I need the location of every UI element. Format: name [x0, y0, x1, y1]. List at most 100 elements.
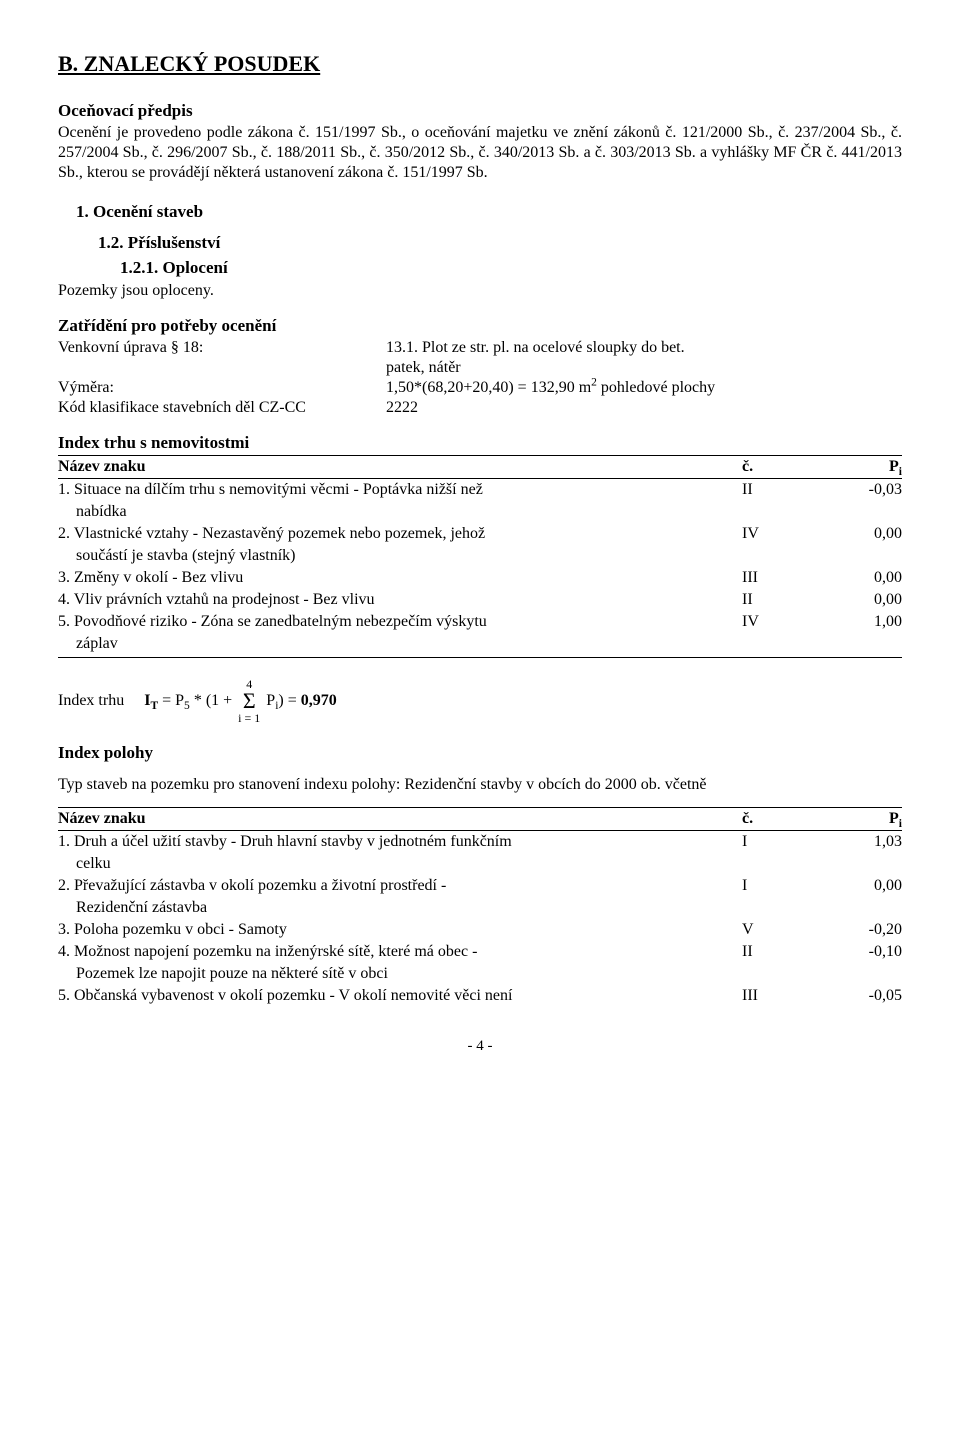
row-p: -0,20 — [822, 920, 902, 940]
table-row: 5. Povodňové riziko - Zóna se zanedbatel… — [58, 611, 902, 633]
col-c-header: č. — [742, 809, 822, 829]
table-row: 1. Druh a účel užití stavby - Druh hlavn… — [58, 831, 902, 853]
row-name: 4. Možnost napojení pozemku na inženýrsk… — [58, 942, 742, 962]
ocenovaci-predpis-text: Ocenění je provedeno podle zákona č. 151… — [58, 123, 902, 183]
sec121-below: Pozemky jsou oploceny. — [58, 281, 902, 301]
col-p-pre: P — [889, 458, 899, 475]
heading-sec1: 1. Ocenění staveb — [76, 201, 902, 222]
row-c: II — [742, 480, 822, 500]
after: ) = — [278, 692, 300, 709]
heading-index-polohy: Index polohy — [58, 742, 902, 763]
sigma-icon: 4 Σ i = 1 — [238, 678, 260, 724]
kv-value: patek, nátěr — [386, 358, 902, 378]
row-p: 0,00 — [822, 568, 902, 588]
row-c: IV — [742, 524, 822, 544]
table-row: 1. Situace na dílčím trhu s nemovitými v… — [58, 479, 902, 501]
col-name-header: Název znaku — [58, 457, 742, 477]
kv-value: 2222 — [386, 398, 902, 418]
row-name: 3. Poloha pozemku v obci - Samoty — [58, 920, 742, 940]
table-header: Název znaku č. Pi — [58, 455, 902, 479]
kv-value-post: pohledové plochy — [597, 379, 715, 396]
row-cont: záplav — [58, 634, 742, 654]
col-p-sub: i — [899, 818, 902, 830]
formula-index-trhu: Index trhu IT = P5 * (1 + 4 Σ i = 1 Pi) … — [58, 678, 902, 724]
row-c: I — [742, 876, 822, 896]
kv-row: Výměra: 1,50*(68,20+20,40) = 132,90 m2 p… — [58, 378, 902, 398]
formula-lhs: Index trhu — [58, 691, 124, 711]
sigma: Σ — [243, 690, 256, 712]
heading-sec12: 1.2. Příslušenství — [98, 232, 902, 253]
kv-label: Kód klasifikace stavebních děl CZ-CC — [58, 398, 386, 418]
kv-row: Venkovní úprava § 18: 13.1. Plot ze str.… — [58, 338, 902, 358]
row-name: 2. Převažující zástavba v okolí pozemku … — [58, 876, 742, 896]
row-p: 1,03 — [822, 832, 902, 852]
row-c: V — [742, 920, 822, 940]
row-c: III — [742, 568, 822, 588]
row-p: -0,03 — [822, 480, 902, 500]
result: 0,970 — [301, 692, 337, 709]
row-p: 0,00 — [822, 876, 902, 896]
zatrideni-block: Venkovní úprava § 18: 13.1. Plot ze str.… — [58, 338, 902, 418]
table-row: 4. Možnost napojení pozemku na inženýrsk… — [58, 941, 902, 963]
kv-value: 13.1. Plot ze str. pl. na ocelové sloupk… — [386, 338, 902, 358]
row-name: 1. Situace na dílčím trhu s nemovitými v… — [58, 480, 742, 500]
row-p: 0,00 — [822, 524, 902, 544]
heading-zatrideni: Zatřídění pro potřeby ocenění — [58, 315, 902, 336]
row-name: 1. Druh a účel užití stavby - Druh hlavn… — [58, 832, 742, 852]
row-name: 5. Povodňové riziko - Zóna se zanedbatel… — [58, 612, 742, 632]
row-cont: Pozemek lze napojit pouze na některé sít… — [58, 964, 742, 984]
kv-value: 1,50*(68,20+20,40) = 132,90 m2 pohledové… — [386, 378, 902, 398]
page-title: B. ZNALECKÝ POSUDEK — [58, 50, 902, 78]
row-p: 0,00 — [822, 590, 902, 610]
heading-ocenovaci-predpis: Oceňovací předpis — [58, 100, 902, 121]
eq1: = P — [158, 692, 184, 709]
row-name: 5. Občanská vybavenost v okolí pozemku -… — [58, 986, 742, 1006]
table-row-cont: nabídka — [58, 501, 902, 523]
row-p: -0,10 — [822, 942, 902, 962]
page-number: - 4 - — [58, 1037, 902, 1056]
table-row-cont: záplav — [58, 633, 902, 655]
table-row: 2. Převažující zástavba v okolí pozemku … — [58, 875, 902, 897]
table-row-cont: součástí je stavba (stejný vlastník) — [58, 545, 902, 567]
row-name: 4. Vliv právních vztahů na prodejnost - … — [58, 590, 742, 610]
col-p-header: Pi — [822, 809, 902, 829]
col-p-sub: i — [899, 466, 902, 478]
col-p-pre: P — [889, 810, 899, 827]
table-row: 4. Vliv právních vztahů na prodejnost - … — [58, 589, 902, 611]
index-polohy-typ: Typ staveb na pozemku pro stanovení inde… — [58, 775, 902, 795]
row-c: II — [742, 942, 822, 962]
kv-label: Venkovní úprava § 18: — [58, 338, 386, 358]
table-row-cont: celku — [58, 853, 902, 875]
table-row-cont: Pozemek lze napojit pouze na některé sít… — [58, 963, 902, 985]
row-name: 3. Změny v okolí - Bez vlivu — [58, 568, 742, 588]
row-name: 2. Vlastnické vztahy - Nezastavěný pozem… — [58, 524, 742, 544]
row-cont: Rezidenční zástavba — [58, 898, 742, 918]
col-name-header: Název znaku — [58, 809, 742, 829]
table-header: Název znaku č. Pi — [58, 807, 902, 831]
row-cont: celku — [58, 854, 742, 874]
table-index-polohy: Název znaku č. Pi 1. Druh a účel užití s… — [58, 807, 902, 1007]
kv-row: Kód klasifikace stavebních děl CZ-CC 222… — [58, 398, 902, 418]
row-p: 1,00 — [822, 612, 902, 632]
row-p: -0,05 — [822, 986, 902, 1006]
row-c: I — [742, 832, 822, 852]
table-row: 3. Poloha pozemku v obci - Samoty V -0,2… — [58, 919, 902, 941]
kv-label: Výměra: — [58, 378, 386, 398]
pi-pre: P — [266, 692, 275, 709]
row-c: IV — [742, 612, 822, 632]
row-c: II — [742, 590, 822, 610]
middle: * (1 + — [190, 692, 232, 709]
table-index-trhu: Název znaku č. Pi 1. Situace na dílčím t… — [58, 455, 902, 658]
col-c-header: č. — [742, 457, 822, 477]
col-p-header: Pi — [822, 457, 902, 477]
table-row: 5. Občanská vybavenost v okolí pozemku -… — [58, 985, 902, 1007]
kv-row: patek, nátěr — [58, 358, 902, 378]
sum-bot: i = 1 — [238, 712, 260, 724]
row-cont: nabídka — [58, 502, 742, 522]
heading-index-trhu: Index trhu s nemovitostmi — [58, 432, 902, 453]
row-c: III — [742, 986, 822, 1006]
kv-value-pre: 1,50*(68,20+20,40) = 132,90 m — [386, 379, 591, 396]
table-row-cont: Rezidenční zástavba — [58, 897, 902, 919]
row-cont: součástí je stavba (stejný vlastník) — [58, 546, 742, 566]
heading-sec121: 1.2.1. Oplocení — [120, 257, 902, 278]
